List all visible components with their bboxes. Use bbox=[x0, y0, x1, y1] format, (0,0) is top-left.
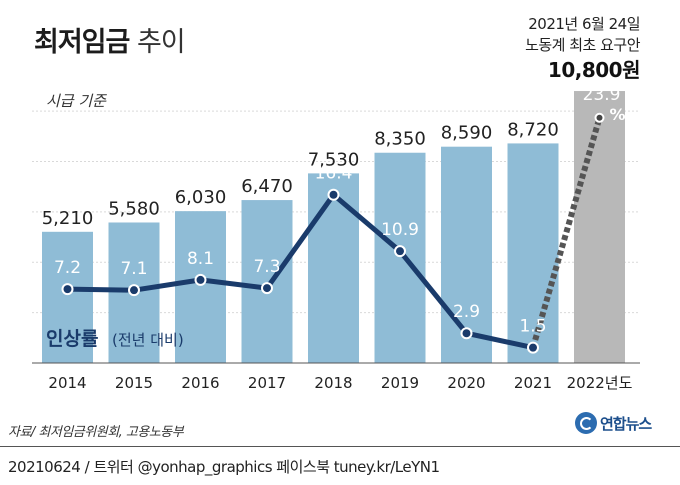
page-title: 최저임금 추이 bbox=[34, 20, 186, 59]
x-tick-label: 2015 bbox=[115, 374, 153, 392]
rate-value-label: 23.9 bbox=[583, 85, 621, 105]
bar bbox=[175, 211, 226, 363]
bar-value-label: 6,470 bbox=[241, 176, 293, 197]
rate-value-label: 7.2 bbox=[54, 258, 81, 278]
rate-value-label: 7.3 bbox=[253, 257, 280, 277]
bar-value-label: 6,030 bbox=[175, 187, 227, 208]
rate-point bbox=[527, 341, 539, 354]
rate-value-label: 1.5 bbox=[519, 317, 546, 337]
rate-point bbox=[594, 112, 605, 123]
footer-text: 20210624 / 트위터 @yonhap_graphics 페이스북 tun… bbox=[8, 458, 440, 476]
rate-value-label: 2.9 bbox=[453, 302, 480, 322]
footer-divider bbox=[0, 446, 680, 447]
x-tick-label: 2022년도 bbox=[567, 374, 633, 392]
bar bbox=[42, 231, 93, 363]
rate-point bbox=[261, 282, 273, 295]
bar-value-label: 8,590 bbox=[441, 123, 493, 144]
bar bbox=[308, 173, 359, 363]
proposal-note: 2021년 6월 24일 노동계 최초 요구안 10,800원 bbox=[525, 14, 640, 81]
rate-point bbox=[61, 283, 74, 296]
note-highlight: 10,800원 bbox=[547, 58, 641, 82]
rate-value-label: 8.1 bbox=[187, 249, 214, 269]
title-light: 추이 bbox=[136, 27, 186, 58]
rate-point bbox=[194, 273, 207, 286]
rate-value-label: 7.1 bbox=[120, 259, 147, 279]
note-line-1: 2021년 6월 24일 bbox=[528, 15, 640, 33]
bar bbox=[241, 200, 293, 363]
bar-value-label: 5,580 bbox=[108, 198, 160, 219]
bar-value-label: 5,210 bbox=[42, 208, 94, 229]
bar-value-label: 8,720 bbox=[507, 119, 559, 140]
x-tick-label: 2021 bbox=[514, 374, 552, 392]
rate-point bbox=[327, 188, 340, 201]
x-tick-label: 2014 bbox=[48, 374, 86, 392]
x-tick-label: 2017 bbox=[248, 374, 286, 392]
note-line-2: 노동계 최초 요구안 bbox=[525, 36, 640, 54]
rate-value-label: 16.4 bbox=[315, 164, 353, 184]
source-text: 자료/ 최저임금위원회, 고용노동부 bbox=[8, 425, 184, 440]
rate-point bbox=[394, 245, 406, 258]
logo: 연합뉴스 bbox=[575, 412, 652, 434]
y-axis-label: 시급 기준 bbox=[46, 92, 106, 110]
rate-point bbox=[128, 284, 140, 297]
yonhap-logo-icon bbox=[575, 412, 597, 434]
bar bbox=[374, 152, 426, 363]
bar bbox=[574, 91, 625, 363]
bar-value-label: 8,350 bbox=[374, 129, 426, 150]
x-tick-label: 2018 bbox=[314, 374, 352, 392]
rate-legend-name: 인상률 bbox=[46, 328, 98, 350]
rate-value-label: 10.9 bbox=[381, 220, 419, 240]
rate-unit-label: % bbox=[609, 105, 625, 124]
title-bold: 최저임금 bbox=[34, 27, 130, 58]
bar bbox=[441, 146, 492, 363]
bar bbox=[507, 143, 559, 363]
rate-legend-note: (전년 대비) bbox=[112, 331, 184, 349]
rate-point bbox=[460, 327, 473, 340]
x-tick-label: 2020 bbox=[447, 374, 485, 392]
bar-value-label: 7,530 bbox=[308, 149, 360, 170]
chart: 5,210 2014 5,580 2015 6,030 2016 6,470 2017 7,53… bbox=[32, 85, 640, 392]
x-tick-label: 2019 bbox=[381, 374, 419, 392]
x-tick-label: 2016 bbox=[181, 374, 219, 392]
rate-line bbox=[67, 192, 534, 351]
logo-name: 연합뉴스 bbox=[600, 414, 652, 433]
